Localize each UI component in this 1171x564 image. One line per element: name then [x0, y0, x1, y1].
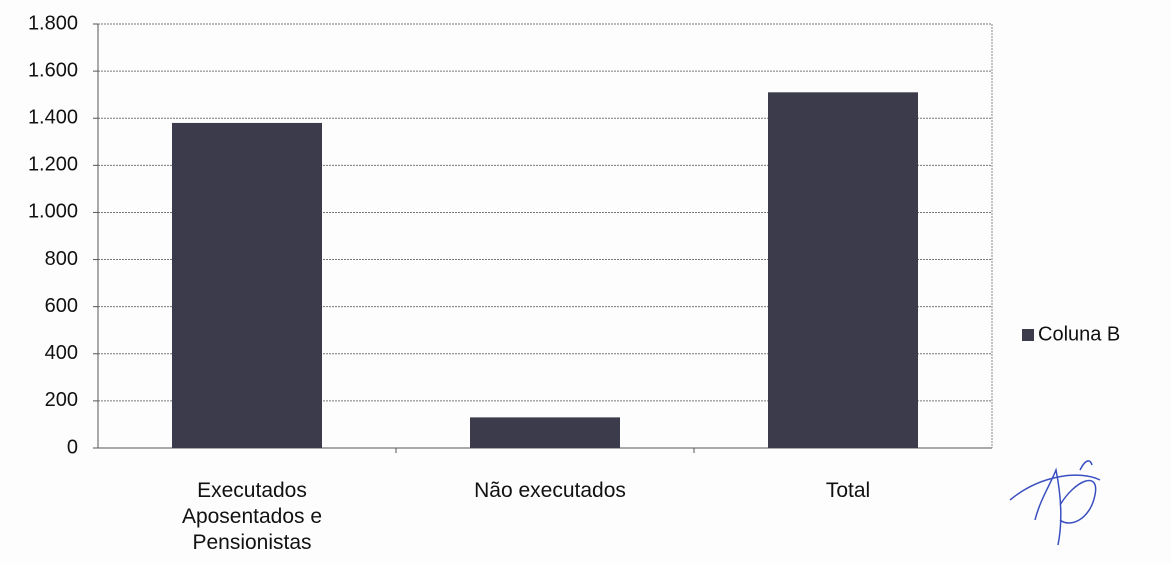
y-tick-label: 800 [45, 248, 78, 270]
x-tick-label: Total [825, 479, 871, 502]
y-tick-label: 400 [45, 342, 78, 364]
y-tick-label: 600 [45, 295, 78, 317]
y-tick-label: 1.800 [28, 12, 78, 34]
y-tick-label: 1.600 [28, 59, 78, 81]
x-tick-label: Não executados [474, 479, 626, 502]
bar [470, 417, 620, 448]
y-tick-label: 1.200 [28, 154, 78, 176]
y-tick-label: 200 [45, 389, 78, 411]
signature [1009, 460, 1101, 546]
y-tick-label: 0 [67, 436, 78, 458]
legend-label: Coluna B [1038, 323, 1120, 345]
bar [768, 92, 918, 449]
y-tick-label: 1.400 [28, 107, 78, 129]
x-tick-label: Executados Aposentados e Pensionistas [181, 479, 323, 554]
bar [172, 122, 322, 448]
y-tick-label: 1.000 [28, 201, 78, 223]
legend-swatch [1022, 329, 1034, 341]
